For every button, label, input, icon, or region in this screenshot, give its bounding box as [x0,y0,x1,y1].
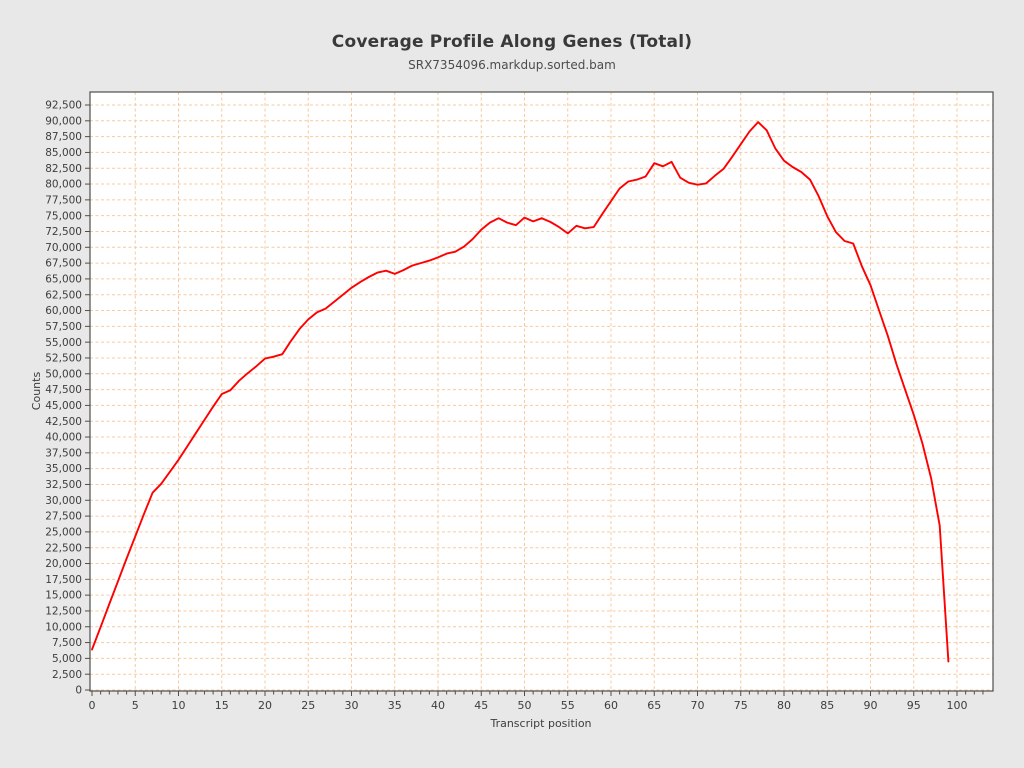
svg-text:82,500: 82,500 [45,163,82,175]
svg-text:10: 10 [172,699,186,712]
svg-text:17,500: 17,500 [45,574,82,586]
svg-text:67,500: 67,500 [45,258,82,270]
svg-text:5: 5 [132,699,139,712]
x-axis-title: Transcript position [489,717,591,730]
plot-area [90,92,993,691]
svg-text:95: 95 [907,699,921,712]
svg-text:40: 40 [431,699,445,712]
svg-text:10,000: 10,000 [45,621,82,633]
svg-text:65,000: 65,000 [45,274,82,286]
svg-text:90: 90 [864,699,878,712]
grid-lines [90,92,993,691]
svg-text:27,500: 27,500 [45,511,82,523]
svg-text:45: 45 [474,699,488,712]
svg-text:75: 75 [734,699,748,712]
svg-text:65: 65 [647,699,661,712]
svg-text:60: 60 [604,699,618,712]
svg-text:35: 35 [388,699,402,712]
svg-text:15: 15 [215,699,229,712]
svg-text:100: 100 [947,699,968,712]
svg-text:30: 30 [345,699,359,712]
svg-text:80: 80 [777,699,791,712]
svg-text:40,000: 40,000 [45,432,82,444]
svg-text:92,500: 92,500 [45,100,82,112]
svg-text:72,500: 72,500 [45,226,82,238]
chart-subtitle: SRX7354096.markdup.sorted.bam [408,58,616,72]
svg-text:75,000: 75,000 [45,210,82,222]
svg-text:47,500: 47,500 [45,384,82,396]
svg-text:55: 55 [561,699,575,712]
svg-text:80,000: 80,000 [45,179,82,191]
svg-text:50,000: 50,000 [45,368,82,380]
svg-text:90,000: 90,000 [45,115,82,127]
svg-text:42,500: 42,500 [45,416,82,428]
svg-text:35,000: 35,000 [45,463,82,475]
svg-text:85: 85 [820,699,834,712]
svg-text:60,000: 60,000 [45,305,82,317]
svg-text:55,000: 55,000 [45,337,82,349]
svg-text:77,500: 77,500 [45,194,82,206]
tick-labels: 0 5 10 15 20 25 30 35 40 45 50 55 60 65 70 75 80 85 90 95 10… [45,100,967,712]
svg-text:45,000: 45,000 [45,400,82,412]
svg-text:20: 20 [258,699,272,712]
svg-text:50: 50 [518,699,532,712]
svg-text:2,500: 2,500 [52,669,82,681]
svg-text:62,500: 62,500 [45,289,82,301]
svg-text:85,000: 85,000 [45,147,82,159]
svg-text:70,000: 70,000 [45,242,82,254]
svg-text:87,500: 87,500 [45,131,82,143]
coverage-series-line [91,121,950,663]
svg-text:0: 0 [75,685,82,697]
svg-text:57,500: 57,500 [45,321,82,333]
svg-text:52,500: 52,500 [45,353,82,365]
svg-text:25: 25 [301,699,315,712]
svg-text:7,500: 7,500 [52,637,82,649]
svg-text:32,500: 32,500 [45,479,82,491]
chart-title: Coverage Profile Along Genes (Total) [331,32,693,52]
svg-text:30,000: 30,000 [45,495,82,507]
svg-text:5,000: 5,000 [52,653,82,665]
svg-text:25,000: 25,000 [45,526,82,538]
axis-ticks [85,104,984,696]
svg-text:0: 0 [89,699,96,712]
svg-text:22,500: 22,500 [45,542,82,554]
svg-text:37,500: 37,500 [45,447,82,459]
svg-text:70: 70 [691,699,705,712]
svg-text:12,500: 12,500 [45,606,82,618]
svg-text:20,000: 20,000 [45,558,82,570]
y-axis-title: Counts [30,372,43,411]
svg-text:15,000: 15,000 [45,590,82,602]
